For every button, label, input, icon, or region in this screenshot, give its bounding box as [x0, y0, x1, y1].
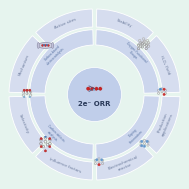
Text: 2e⁻ ORR: 2e⁻ ORR — [78, 101, 111, 106]
Circle shape — [23, 89, 25, 91]
Text: H₂O₂ Yield: H₂O₂ Yield — [160, 55, 171, 75]
Circle shape — [40, 138, 42, 140]
Circle shape — [98, 163, 100, 166]
Circle shape — [163, 88, 165, 90]
Wedge shape — [36, 9, 93, 46]
Wedge shape — [9, 96, 46, 153]
Circle shape — [93, 89, 95, 91]
Wedge shape — [36, 143, 93, 180]
Circle shape — [29, 96, 31, 98]
Circle shape — [141, 145, 143, 147]
Circle shape — [101, 159, 103, 161]
Circle shape — [46, 44, 47, 45]
Circle shape — [49, 138, 51, 140]
Text: Active sites: Active sites — [54, 18, 77, 30]
Circle shape — [96, 159, 98, 161]
Circle shape — [159, 88, 162, 90]
Circle shape — [23, 96, 25, 98]
Ellipse shape — [51, 43, 54, 48]
Text: Electrochemical
reactor: Electrochemical reactor — [107, 155, 140, 175]
Circle shape — [141, 140, 143, 143]
Circle shape — [49, 146, 51, 148]
Text: Carbon defects
catalysts: Carbon defects catalysts — [43, 124, 65, 146]
Circle shape — [94, 86, 96, 87]
Circle shape — [26, 89, 28, 91]
Text: Carbon-based
electrocatalysts: Carbon-based electrocatalysts — [43, 43, 66, 66]
Text: Selectivity: Selectivity — [18, 113, 30, 134]
Circle shape — [87, 87, 90, 90]
Wedge shape — [9, 36, 46, 93]
Wedge shape — [96, 9, 153, 46]
Wedge shape — [143, 96, 180, 153]
Circle shape — [95, 87, 98, 90]
Text: Mechanism: Mechanism — [18, 54, 30, 77]
Circle shape — [101, 86, 103, 87]
Circle shape — [99, 87, 102, 90]
Text: Production
applications: Production applications — [156, 111, 174, 137]
Circle shape — [43, 44, 45, 45]
Circle shape — [29, 89, 31, 91]
Circle shape — [143, 145, 146, 147]
Text: Oxygen Functional
Groups: Oxygen Functional Groups — [122, 41, 148, 67]
Text: Doping
Heteroatom: Doping Heteroatom — [126, 126, 144, 144]
Circle shape — [44, 44, 46, 46]
Circle shape — [67, 67, 122, 122]
Circle shape — [45, 136, 46, 138]
Wedge shape — [96, 96, 159, 159]
Wedge shape — [143, 36, 180, 93]
Wedge shape — [30, 96, 93, 159]
Circle shape — [40, 146, 42, 148]
Circle shape — [47, 44, 49, 46]
Text: Influence factors: Influence factors — [49, 157, 82, 174]
Circle shape — [163, 93, 165, 96]
Ellipse shape — [37, 43, 53, 48]
Circle shape — [42, 44, 43, 46]
Wedge shape — [30, 30, 93, 93]
Wedge shape — [96, 143, 153, 180]
Circle shape — [146, 140, 148, 143]
Circle shape — [44, 150, 46, 152]
Ellipse shape — [37, 43, 40, 48]
Circle shape — [91, 87, 94, 90]
Wedge shape — [96, 30, 159, 93]
Text: Stability: Stability — [115, 19, 132, 29]
